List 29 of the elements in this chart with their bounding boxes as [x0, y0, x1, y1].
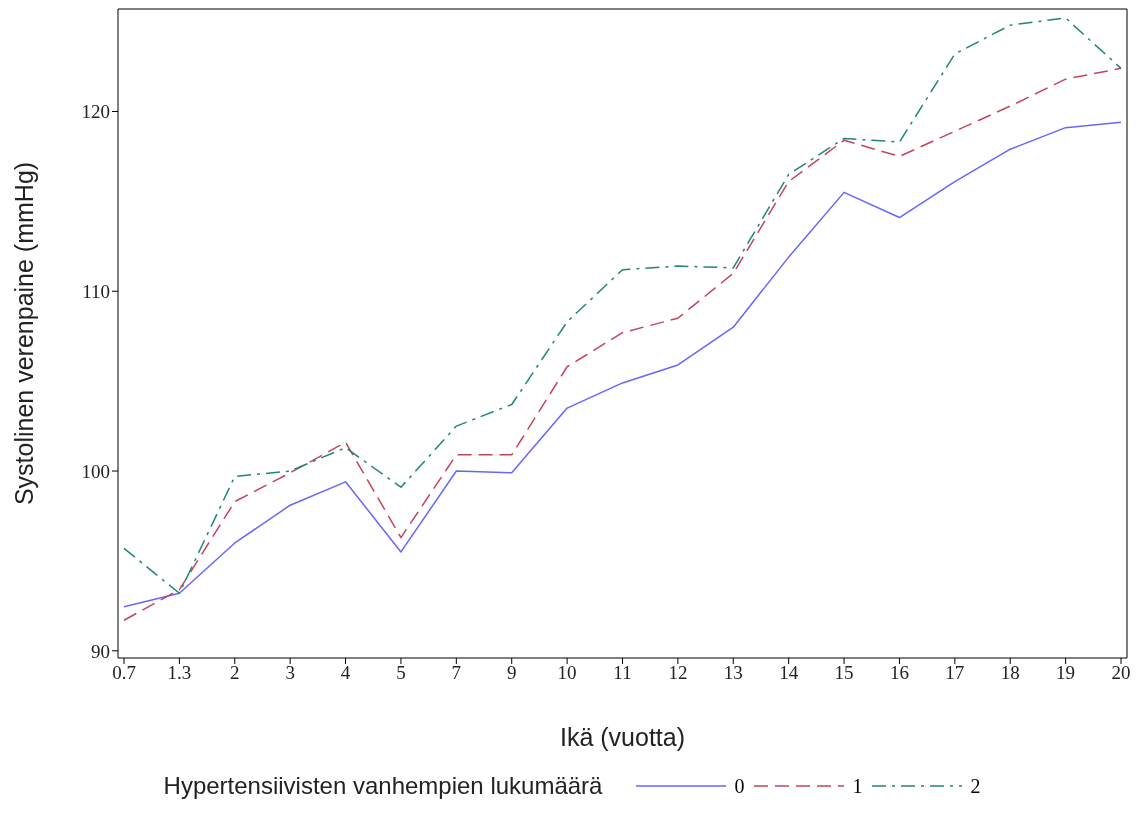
- x-tick-label: 7: [451, 662, 462, 684]
- y-tick-label: 100: [81, 460, 110, 482]
- x-tick-label: 5: [396, 662, 406, 684]
- legend-title: Hypertensiivisten vanhempien lukumäärä: [163, 772, 603, 800]
- x-tick-label: 2: [230, 662, 240, 684]
- x-tick-label: 12: [668, 662, 688, 684]
- x-tick-label: 18: [1000, 662, 1020, 684]
- x-tick-label: 9: [506, 662, 517, 684]
- x-tick-label: 3: [285, 662, 295, 684]
- x-tick-label: 17: [945, 662, 965, 684]
- legend-label: 0: [734, 774, 745, 798]
- x-tick-label: 14: [779, 662, 799, 684]
- y-axis-title: Systolinen verenpaine (mmHg): [9, 161, 38, 506]
- legend-label: 1: [852, 774, 863, 798]
- x-tick-label: 4: [340, 662, 351, 684]
- x-tick-label: 19: [1056, 662, 1076, 684]
- x-tick-label: 20: [1111, 662, 1131, 684]
- x-tick-label: 0.7: [112, 662, 136, 684]
- x-tick-label: 11: [613, 662, 632, 684]
- x-tick-label: 1.3: [167, 662, 192, 684]
- x-tick-label: 13: [723, 662, 743, 684]
- x-tick-label: 16: [889, 662, 909, 684]
- y-tick-label: 120: [81, 101, 110, 123]
- y-tick-label: 110: [82, 281, 110, 302]
- x-axis-title: Ikä (vuotta): [559, 723, 686, 751]
- legend-label: 2: [970, 774, 981, 798]
- x-tick-label: 10: [557, 662, 577, 684]
- y-tick-label: 90: [91, 640, 110, 662]
- x-tick-label: 15: [834, 662, 854, 684]
